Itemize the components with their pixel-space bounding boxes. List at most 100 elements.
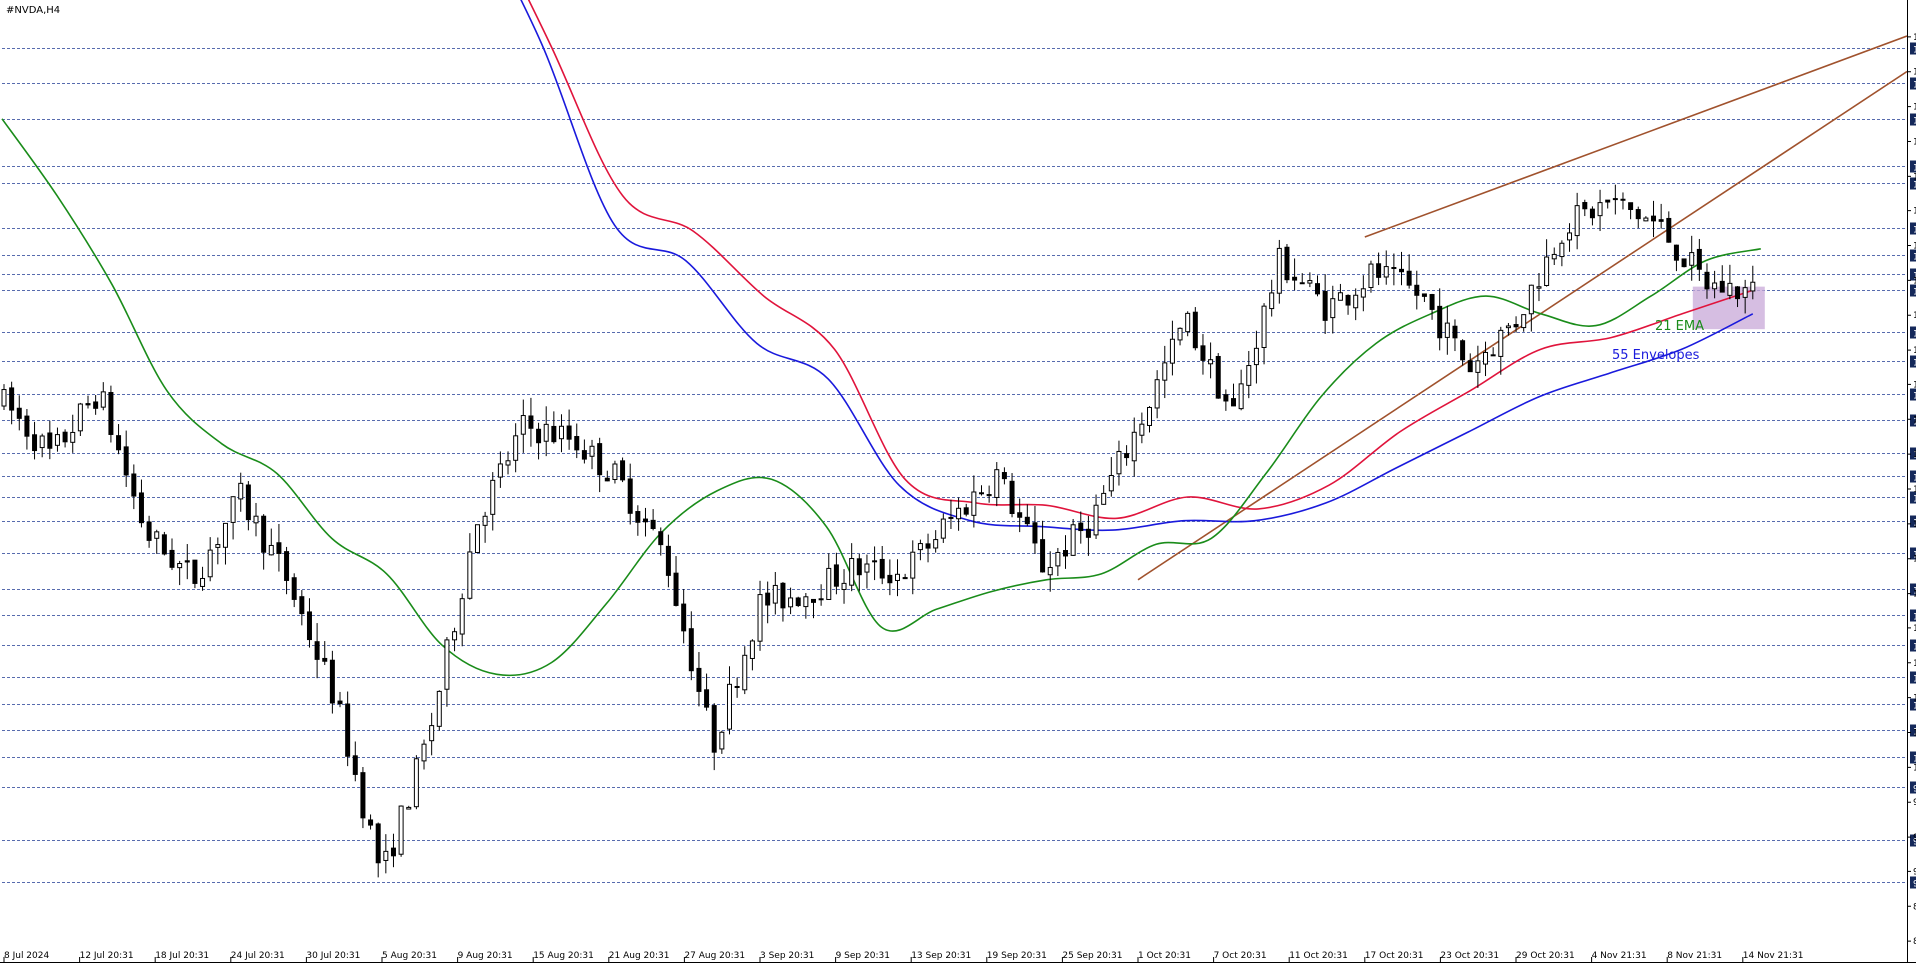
candle-body-down — [1421, 293, 1427, 297]
candle-body-down — [765, 592, 771, 606]
candle — [62, 429, 68, 448]
candle — [1597, 189, 1603, 232]
candle-body-up — [490, 479, 496, 515]
candle-body-down — [833, 564, 839, 587]
candle — [268, 528, 274, 556]
price-axis[interactable]: 161.00 158.00 155.00 151.00 149.60 145.75 143.… — [1907, 33, 1916, 947]
candle-body-up — [826, 567, 832, 600]
candle-body-down — [574, 436, 580, 451]
envelopes-label: 55 Envelopes — [1612, 348, 1700, 363]
candle-body-down — [93, 401, 99, 409]
candle-body-up — [1475, 360, 1481, 373]
candle-body-up — [1208, 359, 1214, 365]
candle-body-down — [9, 387, 15, 411]
candle — [1521, 314, 1527, 332]
price-level-value: 155.00 — [1913, 117, 1916, 127]
candle-body-up — [200, 577, 206, 587]
candle-body-down — [711, 705, 717, 753]
price-level-badge — [1910, 781, 1916, 794]
candle — [749, 639, 755, 671]
time-tick-label: 4 Nov 21:31 — [1592, 951, 1647, 961]
candle-body-down — [108, 392, 114, 435]
candle-body-up — [1238, 383, 1244, 410]
time-tick-label: 1 Oct 20:31 — [1138, 951, 1191, 961]
candle-body-up — [1742, 287, 1748, 298]
time-tick-label: 7 Oct 20:31 — [1214, 951, 1267, 961]
candle-body-down — [1223, 394, 1229, 402]
candle-body-up — [841, 582, 847, 591]
price-tick-label: 135.43 — [1913, 346, 1916, 356]
candle-body-down — [1460, 340, 1466, 361]
candle-body-up — [1177, 327, 1183, 341]
candle-body-up — [444, 639, 450, 690]
candle-body-up — [513, 435, 519, 461]
candle — [291, 573, 297, 608]
candle-body-up — [994, 469, 1000, 498]
candle-body-down — [169, 549, 175, 568]
candle-body-down — [322, 657, 328, 662]
candle — [856, 554, 862, 592]
candle-body-down — [1200, 345, 1206, 361]
price-level-value: 149.60 — [1913, 181, 1916, 191]
candle — [16, 395, 22, 431]
candle — [368, 814, 374, 830]
candle-body-up — [1559, 242, 1565, 258]
candle — [1536, 273, 1542, 302]
candle — [505, 451, 511, 475]
candle — [261, 514, 267, 570]
candle — [788, 587, 794, 615]
candle-body-up — [1116, 450, 1122, 475]
candle — [1070, 518, 1076, 556]
candle-body-up — [413, 758, 419, 808]
candle-body-down — [1017, 512, 1023, 518]
candle — [719, 730, 725, 754]
candle-body-down — [85, 403, 91, 406]
candle — [1101, 485, 1107, 505]
candle — [1231, 383, 1237, 407]
candle-body-down — [1513, 324, 1519, 328]
candle — [1185, 311, 1191, 337]
price-level-value: 124.75 — [1913, 474, 1916, 484]
candle-body-down — [1704, 271, 1710, 290]
candle-body-up — [383, 850, 389, 861]
candle — [520, 399, 526, 453]
candle — [627, 463, 633, 525]
candle — [1612, 184, 1618, 215]
time-tick-label: 23 Oct 20:31 — [1440, 951, 1499, 961]
price-tick-label: 108.98 — [1913, 659, 1916, 669]
candle — [474, 524, 480, 554]
candle — [85, 395, 91, 409]
candle — [436, 690, 442, 731]
candle-body-down — [658, 531, 664, 546]
candle — [1284, 244, 1290, 284]
candle-body-down — [1666, 217, 1672, 243]
candle — [948, 499, 954, 530]
candle-body-up — [1269, 292, 1275, 310]
candle — [54, 427, 60, 452]
candle — [1040, 520, 1046, 573]
time-tick-label: 5 Aug 20:31 — [382, 951, 437, 961]
candle-body-down — [62, 431, 68, 443]
price-tick-label: 132.53 — [1913, 380, 1916, 390]
candle-body-down — [856, 558, 862, 576]
candle-body-up — [543, 423, 549, 442]
candle-body-up — [482, 515, 488, 526]
candle — [1414, 270, 1420, 310]
price-tick-label: 153.08 — [1913, 137, 1916, 147]
candle — [329, 650, 335, 714]
candle — [1169, 320, 1175, 376]
candle — [612, 460, 618, 484]
candle-body-up — [1, 389, 7, 407]
candle — [1001, 467, 1007, 485]
candle — [253, 502, 259, 537]
candle — [1651, 200, 1657, 238]
time-axis[interactable]: 8 Jul 2024 12 Jul 20:31 18 Jul 20:31 24 Jul… — [3, 951, 1803, 962]
candle-body-up — [1169, 338, 1175, 364]
candle-body-down — [24, 415, 30, 437]
time-tick-label: 27 Aug 20:31 — [684, 951, 745, 961]
candle — [826, 553, 832, 600]
candle — [1406, 254, 1412, 289]
candle — [383, 834, 389, 874]
